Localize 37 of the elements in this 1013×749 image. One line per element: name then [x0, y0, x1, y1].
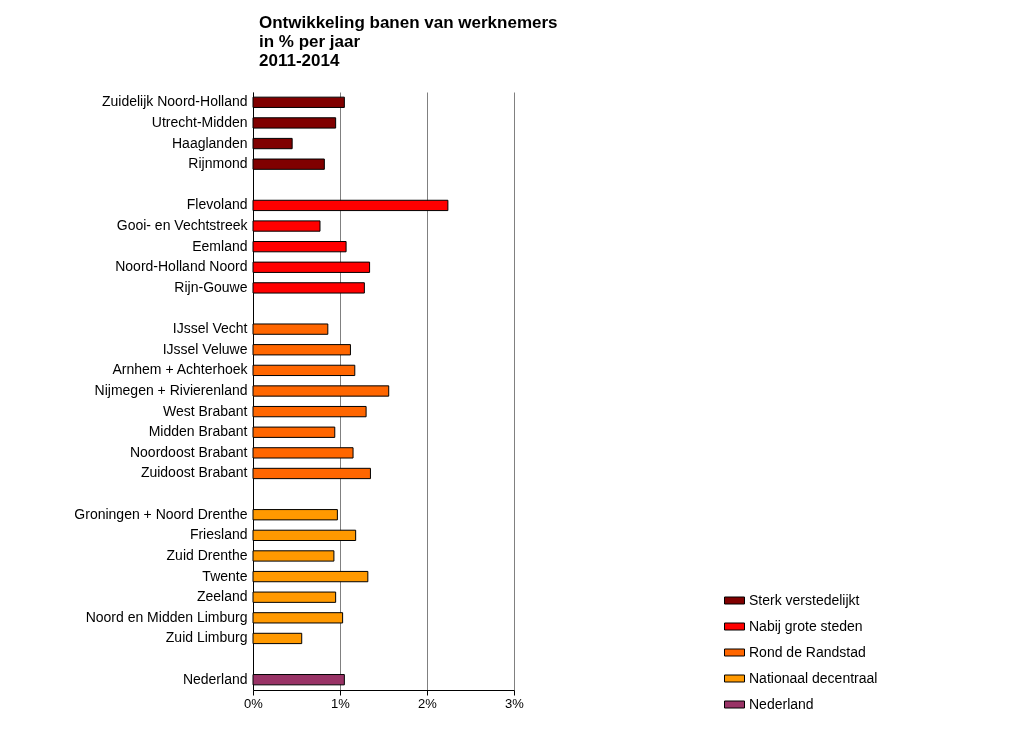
- y-tick-label: Rijn-Gouwe: [174, 278, 248, 295]
- y-tick-label: Gooi- en Vechtstreek: [116, 217, 249, 234]
- y-tick-label: Zeeland: [196, 588, 248, 605]
- legend-label: Nationaal decentraal: [749, 669, 878, 686]
- text: Ontwikkeling banen van werknemers: [259, 13, 558, 32]
- y-tick-label: Groningen + Noord Drenthe: [74, 505, 248, 522]
- x-tick-label: 0%: [244, 695, 264, 711]
- y-tick-label: Friesland: [189, 526, 248, 543]
- y-tick-label: Noordoost Brabant: [129, 443, 248, 460]
- y-tick-label: Twente: [202, 567, 248, 584]
- y-tick-label: Eemland: [192, 237, 248, 254]
- y-tick-label: IJssel Veluwe: [162, 340, 248, 357]
- y-tick-label: Flevoland: [186, 196, 248, 213]
- legend-label: Rond de Randstad: [749, 643, 866, 660]
- y-tick-label: IJssel Vecht: [172, 320, 248, 337]
- legend-label: Sterk verstedelijkt: [749, 591, 860, 608]
- y-tick-label: Zuidoost Brabant: [140, 464, 248, 481]
- y-tick-label: West Brabant: [162, 402, 248, 419]
- y-tick-label: Noord en Midden Limburg: [85, 608, 248, 625]
- x-tick-label: 3%: [505, 695, 525, 711]
- text: 2011-2014: [259, 51, 340, 70]
- y-tick-label: Noord-Holland Noord: [115, 258, 248, 275]
- y-tick-label: Utrecht-Midden: [151, 113, 248, 130]
- y-tick-label: Nederland: [182, 670, 248, 687]
- x-tick-label: 2%: [418, 695, 438, 711]
- y-tick-label: Zuid Limburg: [165, 629, 248, 646]
- y-tick-label: Zuid Drenthe: [166, 546, 248, 563]
- legend-label: Nabij grote steden: [749, 617, 863, 634]
- y-tick-label: Arnhem + Achterhoek: [112, 361, 249, 378]
- y-tick-label: Nijmegen + Rivierenland: [94, 382, 248, 398]
- y-tick-label: Zuidelijk Noord-Holland: [101, 93, 248, 110]
- y-tick-label: Haaglanden: [171, 134, 248, 151]
- y-tick-label: Rijnmond: [188, 155, 248, 172]
- y-tick-label: Midden Brabant: [148, 423, 248, 440]
- x-tick-label: 1%: [331, 695, 351, 711]
- text: in % per jaar: [259, 32, 361, 51]
- legend-label: Nederland: [749, 695, 814, 712]
